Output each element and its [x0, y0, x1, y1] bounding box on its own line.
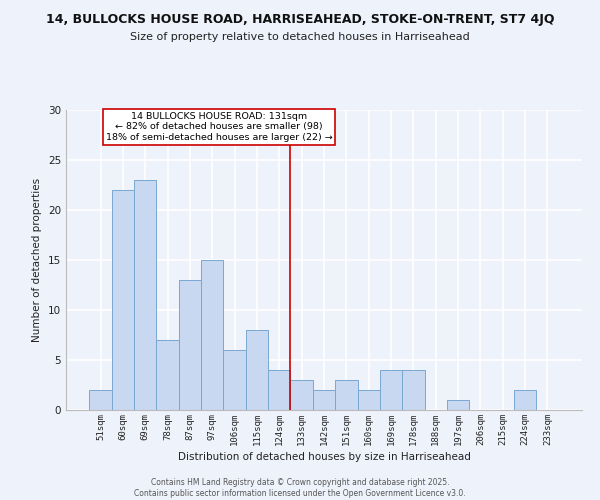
Bar	[335, 380, 358, 410]
Bar	[268, 370, 290, 410]
X-axis label: Distribution of detached houses by size in Harriseahead: Distribution of detached houses by size …	[178, 452, 470, 462]
Bar	[201, 260, 223, 410]
Bar	[514, 390, 536, 410]
Y-axis label: Number of detached properties: Number of detached properties	[32, 178, 43, 342]
Bar	[112, 190, 134, 410]
Bar	[447, 400, 469, 410]
Text: Size of property relative to detached houses in Harriseahead: Size of property relative to detached ho…	[130, 32, 470, 42]
Bar	[290, 380, 313, 410]
Bar	[380, 370, 402, 410]
Text: 14, BULLOCKS HOUSE ROAD, HARRISEAHEAD, STOKE-ON-TRENT, ST7 4JQ: 14, BULLOCKS HOUSE ROAD, HARRISEAHEAD, S…	[46, 12, 554, 26]
Bar	[89, 390, 112, 410]
Bar	[157, 340, 179, 410]
Bar	[313, 390, 335, 410]
Bar	[179, 280, 201, 410]
Bar	[246, 330, 268, 410]
Bar	[223, 350, 246, 410]
Bar	[402, 370, 425, 410]
Bar	[358, 390, 380, 410]
Text: 14 BULLOCKS HOUSE ROAD: 131sqm
← 82% of detached houses are smaller (98)
18% of : 14 BULLOCKS HOUSE ROAD: 131sqm ← 82% of …	[106, 112, 332, 142]
Bar	[134, 180, 157, 410]
Text: Contains HM Land Registry data © Crown copyright and database right 2025.
Contai: Contains HM Land Registry data © Crown c…	[134, 478, 466, 498]
